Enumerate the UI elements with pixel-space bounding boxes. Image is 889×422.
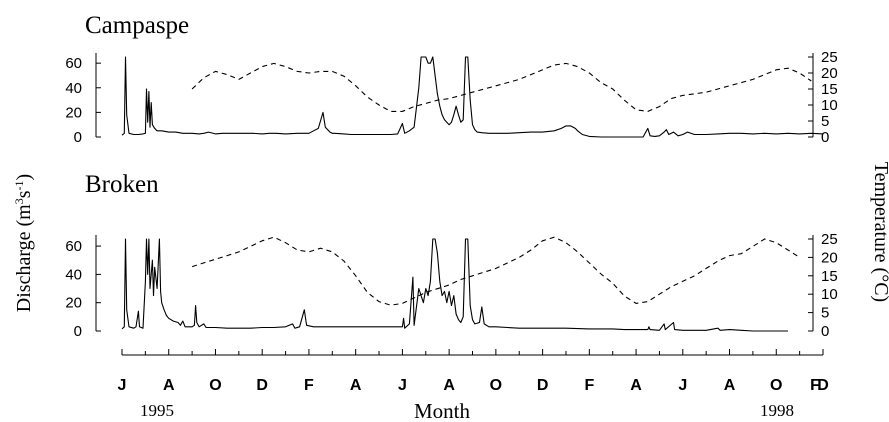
month-tick-label: J <box>398 377 407 394</box>
temperature-tick-label: 10 <box>821 286 838 303</box>
month-axis: J A O D F A J A O D F A J A O DF <box>118 349 829 394</box>
panel-title-campaspe: Campaspe <box>85 12 189 39</box>
temperature-tick-label: 5 <box>821 113 829 130</box>
month-tick-label: J <box>118 377 127 394</box>
discharge-tick-label: 20 <box>65 295 82 312</box>
discharge-tick-label: 60 <box>65 238 82 255</box>
discharge-series-line <box>121 238 788 332</box>
month-tick-label: O <box>490 377 502 394</box>
month-tick-label: A <box>630 377 642 394</box>
temperature-tick-label: 15 <box>821 268 838 285</box>
temperature-tick-label: 25 <box>821 231 838 248</box>
discharge-axis-label: Discharge (m3s-1) <box>12 174 35 312</box>
month-tick-label: A <box>163 377 175 394</box>
month-tick-label: F <box>584 377 594 394</box>
temperature-series-line <box>191 236 800 306</box>
temperature-tick-label: 5 <box>821 305 829 322</box>
temperature-tick-label: 15 <box>821 81 838 98</box>
discharge-tick-label: 0 <box>74 129 82 146</box>
discharge-tick-label: 60 <box>65 55 82 72</box>
month-tick-label: A <box>350 377 362 394</box>
temperature-tick-label: 0 <box>821 323 829 340</box>
x-axis-label: Month <box>414 399 471 422</box>
discharge-tick-label: 20 <box>65 104 82 121</box>
panel-title-broken: Broken <box>85 171 159 198</box>
discharge-tick-label: 0 <box>74 323 82 340</box>
month-tick-label: F <box>304 377 314 394</box>
temperature-axis-label: Temperature (°C) <box>870 162 889 302</box>
month-tick-label: F <box>810 377 820 394</box>
temperature-tick-label: 25 <box>821 49 838 66</box>
month-tick-label: O <box>770 377 782 394</box>
discharge-tick-label: 40 <box>65 80 82 97</box>
month-tick-label: A <box>443 377 455 394</box>
temperature-tick-label: 0 <box>821 129 829 146</box>
year-start-label: 1995 <box>140 401 174 420</box>
month-tick-label: D <box>256 377 268 394</box>
discharge-tick-label: 40 <box>65 266 82 283</box>
temperature-tick-label: 20 <box>821 65 838 82</box>
month-tick-label: D <box>537 377 549 394</box>
month-tick-label: D <box>817 377 829 394</box>
temperature-tick-label: 20 <box>821 249 838 266</box>
month-tick-label: J <box>678 377 687 394</box>
temperature-tick-label: 10 <box>821 97 838 114</box>
temperature-series-line <box>191 62 812 112</box>
month-tick-label: O <box>209 377 221 394</box>
year-end-label: 1998 <box>760 401 794 420</box>
month-tick-label: A <box>724 377 736 394</box>
discharge-series-line <box>121 56 824 138</box>
